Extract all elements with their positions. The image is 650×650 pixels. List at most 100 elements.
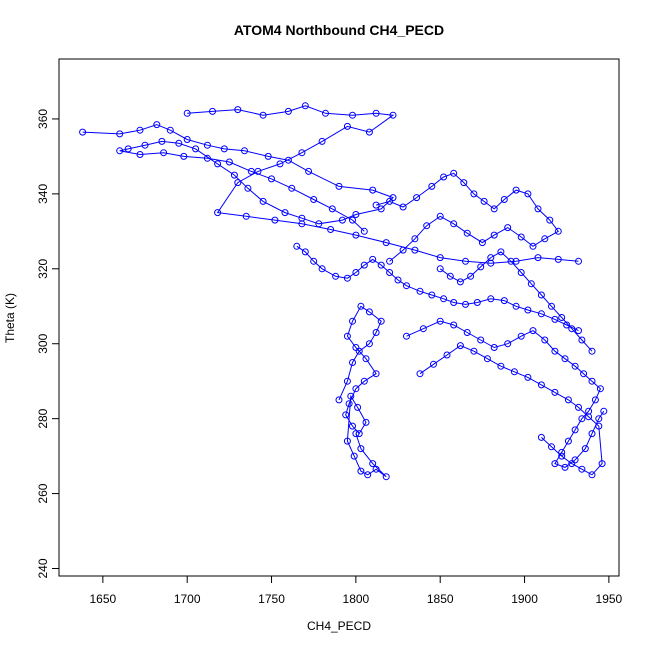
data-point [517,269,525,276]
x-axis: 1650 1700 1750 1800 1850 1900 1950 [90,576,623,606]
data-point [254,167,262,175]
data-point [403,332,410,340]
data-point [578,336,586,344]
data-point [372,465,380,473]
data-point [537,381,545,389]
data-point [529,327,537,335]
data-point [510,368,518,376]
series-line [338,305,387,478]
y-tick-label: 240 [36,558,50,578]
data-point [568,460,576,468]
data-point [284,156,292,164]
data-point [369,186,377,194]
data-point [416,370,424,378]
data-point [79,128,87,136]
data-point [352,344,360,351]
data-point [349,422,356,430]
x-tick-label: 1900 [511,592,538,606]
data-point [512,186,520,194]
data-point [588,471,596,479]
data-point [551,315,559,323]
data-point [487,254,495,262]
data-point [141,141,149,149]
data-point [504,340,512,348]
data-point [546,216,554,224]
series-line [296,245,579,332]
data-point [220,145,228,153]
y-tick-label: 280 [36,408,50,428]
data-point [244,184,252,192]
data-point [153,121,161,129]
data-point [365,340,373,348]
data-point [350,452,358,460]
data-point [558,448,566,456]
data-point [343,332,351,340]
data-point [578,465,586,473]
data-point [440,295,448,303]
data-point [234,179,242,187]
data-point [369,255,377,263]
data-point [355,430,363,438]
data-point [428,291,436,299]
data-point [554,255,562,263]
data-point [242,212,250,220]
data-point [456,342,464,350]
data-point [450,169,458,177]
data-point [360,261,368,269]
data-point [247,167,255,175]
data-point [537,291,545,299]
y-tick-label: 300 [36,333,50,353]
data-point [600,407,608,415]
data-point [382,473,390,481]
data-point [440,173,448,181]
data-point [352,385,360,393]
data-point [230,171,238,179]
x-tick-label: 1950 [596,592,623,606]
data-point [411,235,419,243]
data-point [399,246,407,254]
data-point [524,190,532,198]
data-point [175,139,183,147]
series-line [406,320,605,468]
data-point [507,257,515,265]
data-point [349,317,356,325]
data-point [305,167,313,175]
data-point [347,392,355,400]
data-point [575,403,582,411]
x-tick-label: 1850 [427,592,454,606]
data-point [411,246,419,254]
chart-title: ATOM4 Northbound CH4_PECD [234,22,444,38]
data-point [591,396,599,404]
data-point [203,141,211,149]
data-point [192,145,200,153]
series-line [439,251,593,352]
data-point [349,111,356,119]
data-point [548,302,555,310]
data-point [349,359,356,366]
data-point [512,302,520,310]
data-point [332,272,340,280]
data-point [349,216,356,224]
data-point [462,300,469,308]
data-point [352,211,360,218]
data-point [225,158,233,166]
data-point [214,160,222,168]
data-point [357,445,365,453]
data-point [551,460,559,468]
x-tick-label: 1750 [258,592,285,606]
data-point [214,209,222,217]
data-point [480,197,488,205]
data-point [377,317,385,325]
data-point [436,212,444,220]
data-point [362,355,370,363]
series-line [419,345,603,476]
data-point [527,280,535,288]
data-point [338,216,346,224]
data-point [343,122,351,130]
data-point [322,109,329,117]
data-point [483,355,491,363]
data-point [588,430,596,438]
data-point [564,396,572,404]
data-point [470,190,478,198]
